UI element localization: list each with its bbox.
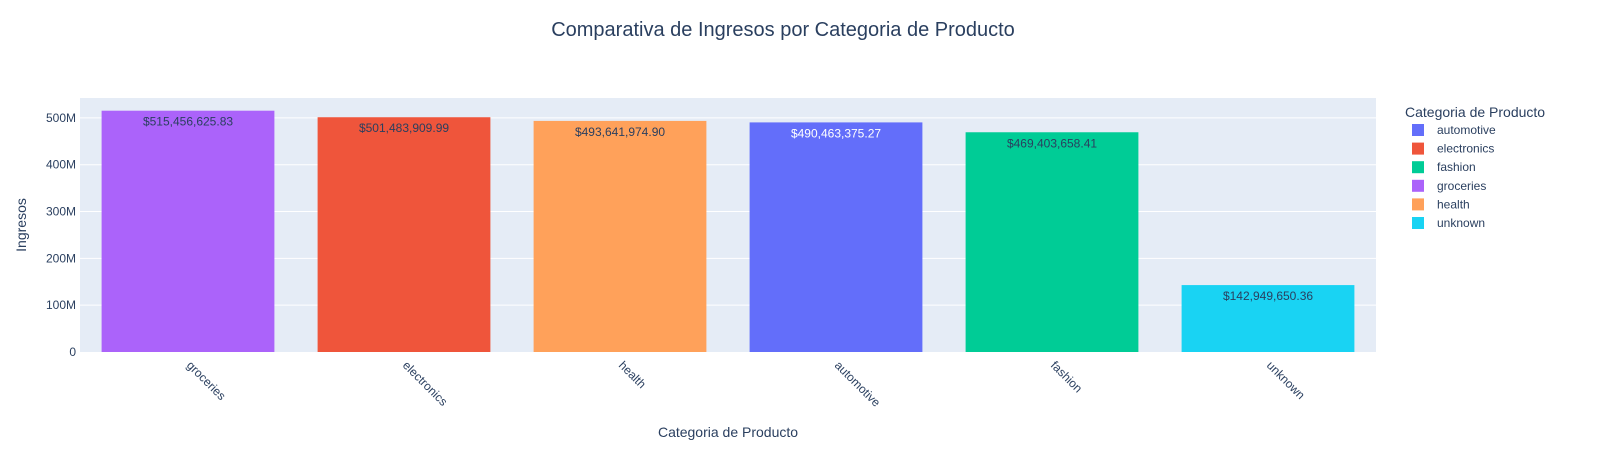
bar-health [533,120,707,352]
x-tick-label: fashion [1048,358,1085,395]
plot-area [80,98,1376,352]
legend-swatch-unknown [1412,217,1424,229]
bar-data-label: $493,641,974.90 [575,125,665,139]
legend: Categoria de Producto automotive electron… [1405,104,1545,230]
gridlines [80,117,1376,306]
y-tick-label: 100M [46,298,76,312]
x-axis-ticks: groceries electronics health automotive fash… [184,358,1308,410]
x-tick-label: health [616,358,649,391]
legend-item-automotive[interactable]: automotive [1437,123,1496,137]
x-tick-label: groceries [184,358,229,403]
legend-swatch-automotive [1412,124,1424,136]
bar-unknown [1181,285,1355,352]
x-tick-label: automotive [832,358,884,410]
y-tick-label: 0 [69,345,76,359]
bar-automotive [749,122,923,352]
bar-data-label: $469,403,658.41 [1007,136,1097,150]
y-axis-ticks: 0 100M 200M 300M 400M 500M [46,111,76,359]
legend-swatch-fashion [1412,161,1424,174]
chart-title: Comparativa de Ingresos por Categoria de… [551,19,1015,41]
x-tick-label: unknown [1264,358,1308,402]
y-tick-label: 500M [46,111,76,125]
legend-item-groceries[interactable]: groceries [1437,179,1486,193]
x-axis-title: Categoria de Producto [658,424,798,440]
y-tick-label: 400M [46,158,76,172]
bar-data-label: $501,483,909.99 [359,121,449,135]
bars: $515,456,625.83 $501,483,909.99 $493,641,9… [101,110,1355,352]
legend-swatch-health [1412,198,1424,211]
bar-electronics [317,117,491,352]
x-tick-label: electronics [400,358,450,408]
bar-data-label: $142,949,650.36 [1223,289,1313,303]
legend-swatch-electronics [1412,142,1424,155]
bar-fashion [965,132,1139,352]
y-tick-label: 200M [46,251,76,265]
bar-groceries [101,110,275,352]
legend-swatch-groceries [1412,179,1424,192]
legend-item-fashion[interactable]: fashion [1437,160,1476,174]
bar-data-label: $515,456,625.83 [143,115,233,129]
legend-item-health[interactable]: health [1437,197,1470,211]
legend-title: Categoria de Producto [1405,104,1545,120]
legend-item-electronics[interactable]: electronics [1437,142,1494,156]
legend-item-unknown[interactable]: unknown [1437,216,1485,230]
bar-data-label: $490,463,375.27 [791,126,881,140]
y-tick-label: 300M [46,205,76,219]
y-axis-title: Ingresos [13,198,29,252]
